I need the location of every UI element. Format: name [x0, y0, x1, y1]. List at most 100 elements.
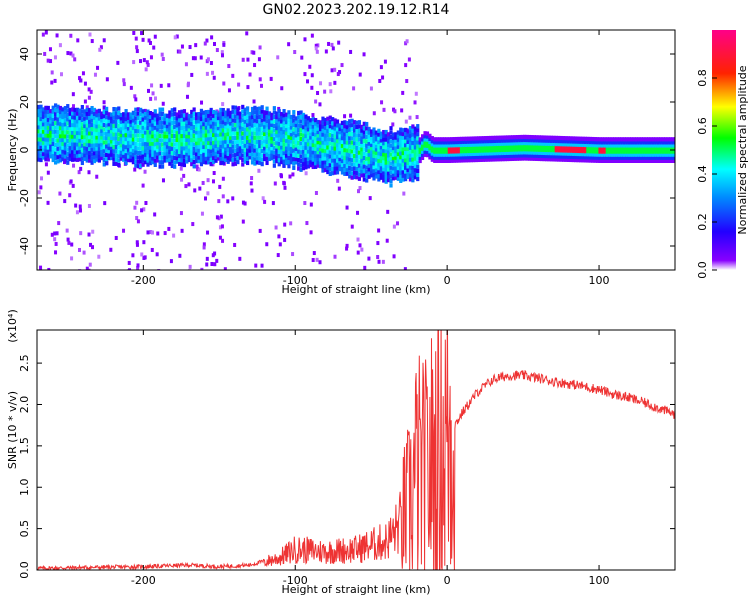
spectrogram-cell: [596, 146, 600, 151]
snr-x-tick-label: -200: [131, 574, 156, 587]
spectrogram-cell: [625, 137, 629, 142]
spectrogram-cell: [365, 156, 369, 161]
spectrogram-cell: [193, 56, 197, 61]
spectrogram-cell: [226, 116, 230, 121]
spectrogram-cell: [299, 136, 303, 142]
spectrogram-cell: [255, 139, 259, 144]
spectrogram-cell: [66, 104, 70, 109]
spectrogram-cell: [357, 168, 362, 173]
spectrogram-cell: [219, 120, 223, 125]
spectrogram-cell: [306, 145, 310, 150]
spectrogram-cell: [304, 171, 308, 176]
spectrogram-cell: [309, 125, 313, 130]
spectrogram-cell: [408, 157, 413, 162]
spectrogram-cell: [90, 114, 94, 119]
spectrogram-cell: [372, 161, 376, 166]
spectrogram-cell: [421, 155, 425, 161]
spectrogram-cell: [428, 146, 432, 151]
spectrogram-cell: [39, 149, 43, 154]
spectrogram-cell: [622, 146, 626, 151]
spectrogram-cell: [219, 144, 223, 149]
spectrogram-cell: [284, 120, 289, 125]
spectrogram-cell: [337, 40, 341, 45]
spectrogram-cell: [365, 165, 369, 170]
spectrogram-cell: [188, 45, 192, 50]
spectrogram-cell: [537, 138, 541, 143]
spectrogram-cell: [493, 138, 498, 144]
spectrogram-cell: [357, 189, 361, 194]
spectrogram-cell: [644, 146, 648, 151]
spectrogram-cell: [486, 145, 490, 150]
spectrogram-cell: [350, 171, 354, 176]
spectrogram-cell: [114, 149, 118, 154]
spectrogram-cell: [199, 141, 204, 146]
spectrogram-cell: [282, 151, 286, 156]
spectrogram-cell: [544, 150, 549, 156]
spectrogram-cell: [348, 127, 352, 132]
spectrogram-cell: [236, 107, 240, 112]
spectrogram-cell: [440, 143, 444, 148]
spectrogram-cell: [243, 159, 247, 164]
snr-series-line: [37, 330, 675, 570]
spectrogram-cell: [267, 135, 272, 141]
spectrogram-cell: [114, 132, 118, 137]
spectrogram-cell: [321, 164, 325, 169]
spectrogram-cell: [253, 148, 257, 153]
spectrogram-cell: [105, 110, 109, 116]
spectrogram-cell: [329, 89, 333, 94]
spectrogram-cell: [331, 158, 335, 163]
spectrogram-cell: [68, 134, 72, 139]
spectrogram-cell: [253, 152, 257, 158]
spectrogram-cell: [647, 143, 651, 148]
spectrogram-cell: [199, 162, 204, 167]
spectrogram-cell: [229, 110, 233, 115]
spectrogram-cell: [610, 143, 614, 148]
spectrogram-cell: [360, 173, 364, 178]
spectrogram-cell: [158, 151, 162, 156]
spectrogram-cell: [182, 158, 187, 163]
spectrogram-cell: [438, 137, 442, 142]
spectrogram-cell: [148, 130, 153, 135]
spectrogram-cell: [501, 138, 505, 143]
spectrogram-cell: [122, 126, 126, 131]
spectrogram-cell: [40, 176, 44, 181]
spectrogram-cell: [238, 256, 242, 261]
spectrogram-cell: [569, 151, 573, 156]
spectrogram-cell: [625, 140, 629, 145]
spectrogram-cell: [71, 142, 75, 147]
spectrogram-cell: [352, 86, 356, 91]
spectrogram-cell: [554, 138, 558, 144]
spectrogram-cell: [173, 107, 177, 112]
spectrogram-cell: [335, 162, 340, 167]
spectrogram-cell: [333, 118, 337, 123]
spectrogram-cell: [299, 145, 303, 150]
spectrogram-cell: [316, 160, 320, 165]
spectrogram-cell: [620, 152, 624, 157]
spectrogram-cell: [107, 145, 111, 151]
spectrogram-cell: [491, 145, 495, 150]
spectrogram-cell: [282, 146, 286, 152]
spectrogram-cell: [117, 149, 121, 154]
spectrogram-cell: [357, 120, 362, 125]
spectrogram-cell: [92, 139, 97, 144]
spectrogram-cell: [69, 33, 73, 38]
spectrogram-cell: [311, 113, 315, 118]
spectrogram-cell: [315, 257, 319, 262]
spectrogram-cell: [209, 124, 213, 129]
spectrogram-cell: [102, 162, 106, 167]
spectrogram-cell: [146, 125, 150, 131]
spectrogram-cell: [39, 145, 43, 150]
spectrogram-cell: [98, 47, 102, 52]
spectrogram-cell: [377, 228, 381, 233]
spectrogram-cell: [192, 146, 196, 151]
spectrogram-cell: [309, 128, 313, 133]
spectrogram-cell: [238, 155, 242, 160]
spectrogram-cell: [486, 148, 490, 153]
snr-x-label: Height of straight line (km): [281, 583, 430, 596]
spectrogram-cell: [187, 117, 191, 122]
spectrogram-cell: [280, 141, 284, 146]
spectrogram-cell: [664, 152, 668, 157]
spectrogram-cell: [445, 155, 449, 160]
spectrogram-cell: [170, 138, 174, 143]
